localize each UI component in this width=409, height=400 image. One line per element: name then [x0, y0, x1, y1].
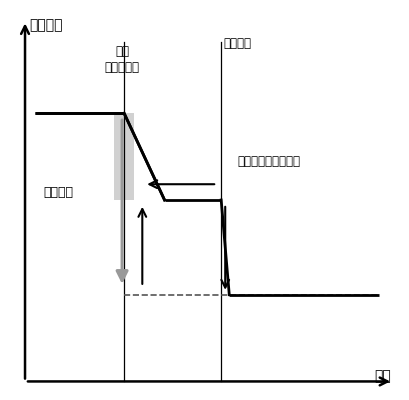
Text: 消費水準: 消費水準 — [29, 18, 63, 32]
Text: 増税実施: 増税実施 — [222, 37, 251, 50]
Bar — [114, 113, 134, 200]
Text: 増税
アナウンス: 増税 アナウンス — [104, 45, 139, 74]
Text: 所得効果: 所得効果 — [43, 186, 73, 199]
Text: 時点: 時点 — [373, 370, 390, 384]
Text: 異時点間の代替効果: 異時点間の代替効果 — [237, 156, 300, 168]
